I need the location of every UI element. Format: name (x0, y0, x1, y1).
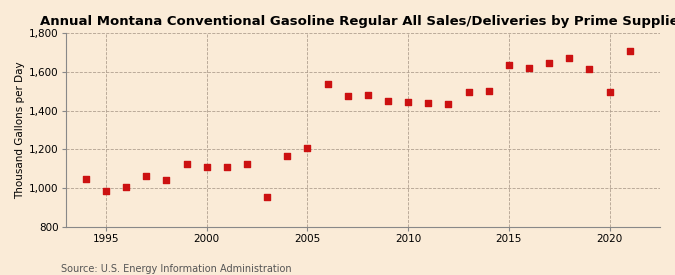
Point (584, 67, 595, 71)
Point (282, 154, 293, 158)
Point (423, 101, 434, 106)
Point (564, 56, 574, 61)
Point (383, 99, 394, 103)
Point (524, 66, 535, 70)
Point (504, 63, 514, 67)
Point (322, 81, 333, 86)
Point (101, 189, 111, 193)
Point (302, 146, 313, 150)
Point (544, 61, 555, 65)
Text: Source: U.S. Energy Information Administration: Source: U.S. Energy Information Administ… (61, 264, 292, 274)
Point (80, 177, 91, 181)
Y-axis label: Thousand Gallons per Day: Thousand Gallons per Day (15, 61, 25, 199)
Point (221, 165, 232, 169)
Point (624, 48, 635, 53)
Point (161, 178, 172, 182)
Point (604, 90, 615, 95)
Point (121, 185, 132, 189)
Point (181, 161, 192, 166)
Point (141, 174, 152, 178)
Point (201, 165, 212, 169)
Point (242, 161, 252, 166)
Point (342, 94, 353, 98)
Point (403, 100, 414, 104)
Point (362, 93, 373, 97)
Point (262, 194, 273, 199)
Point (443, 102, 454, 106)
Point (483, 89, 494, 94)
Point (463, 90, 474, 95)
Title: Annual Montana Conventional Gasoline Regular All Sales/Deliveries by Prime Suppl: Annual Montana Conventional Gasoline Reg… (40, 15, 675, 28)
